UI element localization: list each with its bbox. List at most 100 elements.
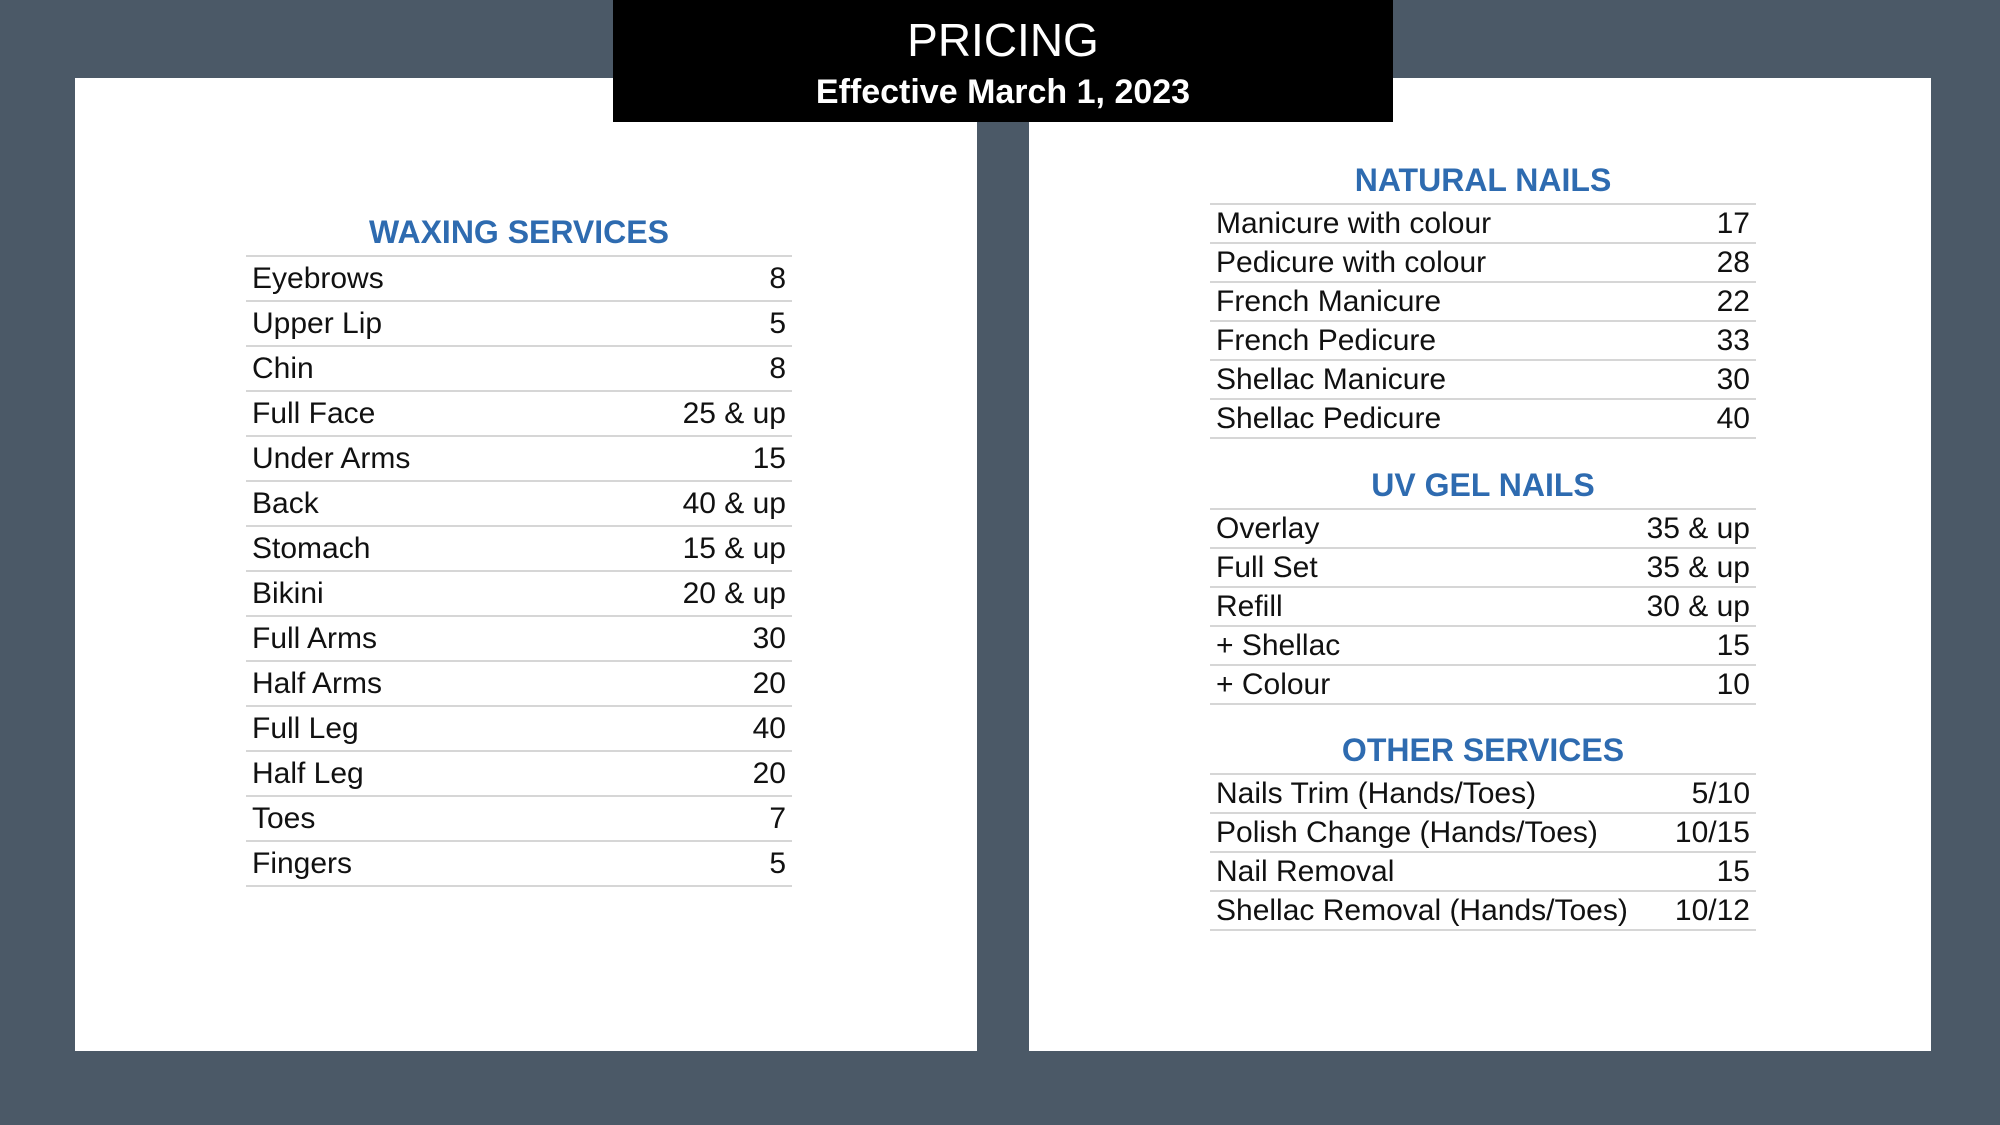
service-price: 8: [571, 346, 792, 392]
service-price: 15: [1662, 852, 1756, 892]
price-row: + Colour 10: [1210, 665, 1756, 705]
service-name: French Pedicure: [1210, 321, 1682, 361]
service-name: Pedicure with colour: [1210, 243, 1682, 283]
service-price: 15: [1505, 626, 1756, 666]
service-name: Fingers: [246, 841, 572, 887]
price-row: Half Leg 20: [246, 751, 792, 797]
price-row: Full Leg 40: [246, 706, 792, 752]
service-price: 5: [571, 301, 792, 347]
service-name: Back: [246, 481, 572, 527]
price-row: Shellac Removal (Hands/Toes) 10/12: [1210, 891, 1756, 931]
price-row: Fingers 5: [246, 841, 792, 887]
service-price: 35 & up: [1505, 509, 1756, 549]
service-name: Manicure with colour: [1210, 204, 1682, 244]
effective-date: Effective March 1, 2023: [815, 73, 1191, 111]
service-name: Half Leg: [246, 751, 572, 797]
service-price: 17: [1681, 204, 1756, 244]
service-name: Upper Lip: [246, 301, 572, 347]
waxing-services-section: WAXING SERVICES Eyebrows 8 Upper Lip 5 Chin 8 F…: [246, 209, 792, 887]
service-price: 25 & up: [571, 391, 792, 437]
price-row: Shellac Pedicure 40: [1210, 399, 1756, 439]
service-price: 40: [1681, 399, 1756, 439]
service-price: 8: [571, 256, 792, 302]
price-row: Half Arms 20: [246, 661, 792, 707]
service-price: 40: [571, 706, 792, 752]
service-price: 7: [571, 796, 792, 842]
service-name: Full Face: [246, 391, 572, 437]
price-row: Back 40 & up: [246, 481, 792, 527]
page-title: PRICING: [907, 14, 1099, 66]
service-name: Full Set: [1210, 548, 1506, 588]
service-price: 22: [1681, 282, 1756, 322]
service-name: Eyebrows: [246, 256, 572, 302]
section-title: UV GEL NAILS: [1371, 467, 1595, 503]
price-row: Overlay 35 & up: [1210, 509, 1756, 549]
price-row: Upper Lip 5: [246, 301, 792, 347]
service-name: + Colour: [1210, 665, 1506, 705]
price-row: Polish Change (Hands/Toes) 10/15: [1210, 813, 1756, 853]
price-table: Overlay 35 & up Full Set 35 & up Refill 30 & …: [1210, 508, 1756, 705]
service-name: Toes: [246, 796, 572, 842]
service-name: Half Arms: [246, 661, 572, 707]
service-price: 20: [571, 751, 792, 797]
price-row: Manicure with colour 17: [1210, 204, 1756, 244]
price-row: Under Arms 15: [246, 436, 792, 482]
service-name: Full Arms: [246, 616, 572, 662]
price-row: Nails Trim (Hands/Toes) 5/10: [1210, 774, 1756, 814]
service-name: Shellac Manicure: [1210, 360, 1682, 400]
service-price: 15: [571, 436, 792, 482]
price-row: Nail Removal 15: [1210, 852, 1756, 892]
service-price: 33: [1681, 321, 1756, 361]
service-name: Bikini: [246, 571, 572, 617]
service-price: 20 & up: [571, 571, 792, 617]
uv-gel-nails-section: UV GEL NAILS Overlay 35 & up Full Set 35 & u…: [1210, 462, 1756, 705]
service-price: 40 & up: [571, 481, 792, 527]
service-name: Shellac Pedicure: [1210, 399, 1682, 439]
service-price: 10: [1505, 665, 1756, 705]
price-row: Shellac Manicure 30: [1210, 360, 1756, 400]
price-row: Full Set 35 & up: [1210, 548, 1756, 588]
service-name: Nail Removal: [1210, 852, 1663, 892]
service-name: Nails Trim (Hands/Toes): [1210, 774, 1663, 814]
service-price: 10/15: [1662, 813, 1756, 853]
service-price: 20: [571, 661, 792, 707]
service-name: Chin: [246, 346, 572, 392]
service-price: 5/10: [1662, 774, 1756, 814]
service-name: Under Arms: [246, 436, 572, 482]
service-name: Polish Change (Hands/Toes): [1210, 813, 1663, 853]
price-table: Manicure with colour 17 Pedicure with colo…: [1210, 203, 1756, 439]
natural-nails-section: NATURAL NAILS Manicure with colour 17 Pedic…: [1210, 157, 1756, 439]
price-row: Bikini 20 & up: [246, 571, 792, 617]
price-row: Eyebrows 8: [246, 256, 792, 302]
service-price: 35 & up: [1505, 548, 1756, 588]
service-name: Shellac Removal (Hands/Toes): [1210, 891, 1663, 931]
price-row: Pedicure with colour 28: [1210, 243, 1756, 283]
service-price: 15 & up: [571, 526, 792, 572]
service-price: 30: [571, 616, 792, 662]
price-row: Full Arms 30: [246, 616, 792, 662]
section-title: WAXING SERVICES: [369, 214, 669, 250]
price-table: Eyebrows 8 Upper Lip 5 Chin 8 Full Face 25 & up…: [246, 255, 792, 887]
price-row: Full Face 25 & up: [246, 391, 792, 437]
other-services-section: OTHER SERVICES Nails Trim (Hands/Toes) 5/1…: [1210, 727, 1756, 931]
service-name: French Manicure: [1210, 282, 1682, 322]
service-name: Refill: [1210, 587, 1506, 627]
price-row: Refill 30 & up: [1210, 587, 1756, 627]
service-name: Overlay: [1210, 509, 1506, 549]
service-price: 30: [1681, 360, 1756, 400]
price-row: French Pedicure 33: [1210, 321, 1756, 361]
section-title: NATURAL NAILS: [1354, 162, 1612, 198]
price-row: Stomach 15 & up: [246, 526, 792, 572]
service-price: 30 & up: [1505, 587, 1756, 627]
price-row: French Manicure 22: [1210, 282, 1756, 322]
price-row: Toes 7: [246, 796, 792, 842]
service-price: 5: [571, 841, 792, 887]
pricing-header: PRICING Effective March 1, 2023: [613, 0, 1393, 122]
price-row: + Shellac 15: [1210, 626, 1756, 666]
service-price: 10/12: [1662, 891, 1756, 931]
price-row: Chin 8: [246, 346, 792, 392]
section-title: OTHER SERVICES: [1341, 732, 1625, 768]
service-name: Stomach: [246, 526, 572, 572]
service-price: 28: [1681, 243, 1756, 283]
service-name: + Shellac: [1210, 626, 1506, 666]
